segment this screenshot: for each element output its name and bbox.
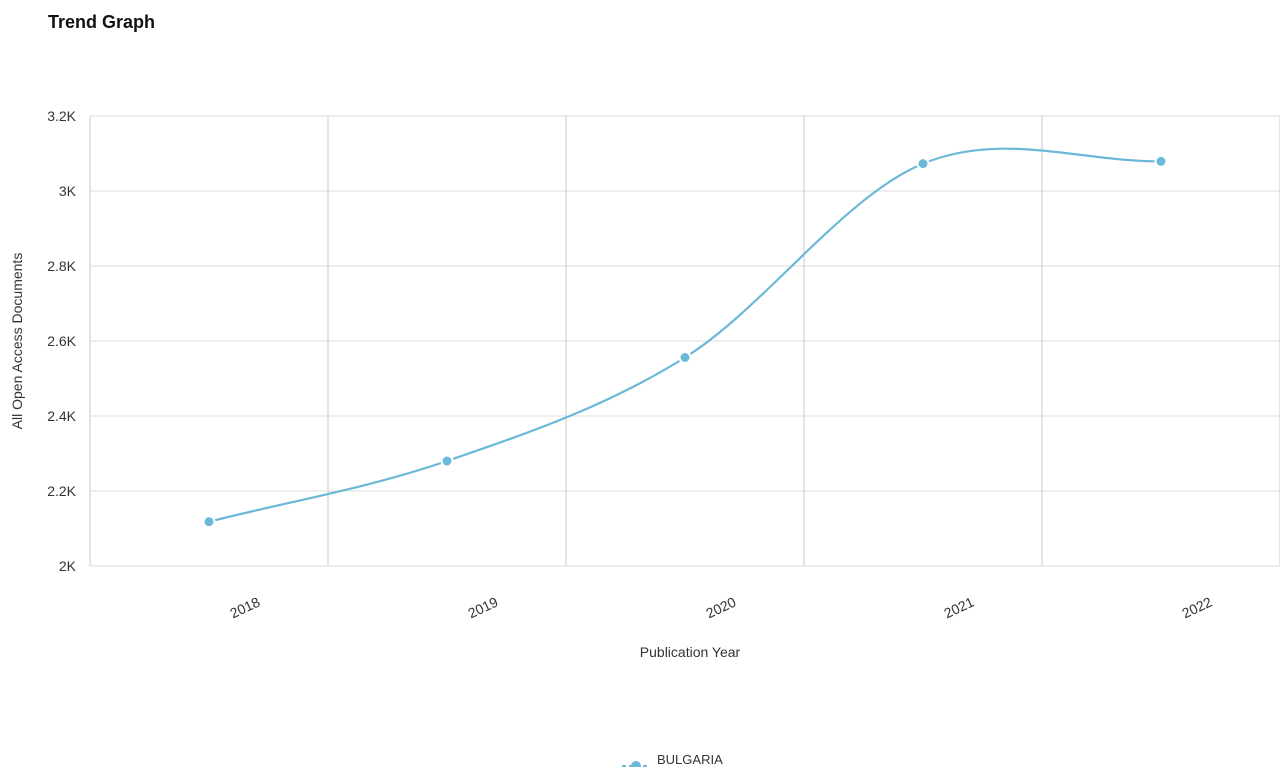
y-tick-label: 3K [59, 183, 77, 199]
legend-label[interactable]: BULGARIA [657, 752, 723, 767]
data-point[interactable] [916, 157, 930, 171]
axes-layer: 2K 2.2K 2.4K 2.6K 2.8K 3K 3.2K 2018 2019 2020 2021… [47, 108, 1214, 621]
y-tick-label: 2.2K [47, 483, 76, 499]
x-tick-label: 2020 [703, 594, 738, 622]
x-tick-label: 2022 [1179, 594, 1214, 622]
legend-marker-icon [631, 761, 641, 767]
x-tick-label: 2019 [465, 594, 500, 622]
data-point[interactable] [202, 515, 216, 529]
labels-layer: All Open Access Documents Publication Ye… [9, 253, 741, 660]
x-tick-label: 2021 [941, 594, 976, 622]
y-tick-label: 2K [59, 558, 77, 574]
y-tick-label: 2.6K [47, 333, 76, 349]
series-line [208, 147, 1162, 523]
data-point[interactable] [1154, 154, 1168, 168]
data-point[interactable] [440, 454, 454, 468]
chart-title: Trend Graph [48, 12, 156, 32]
grid-layer [89, 115, 1280, 567]
y-tick-label: 2.8K [47, 258, 76, 274]
x-axis-label: Publication Year [640, 644, 741, 660]
y-tick-label: 2.4K [47, 408, 76, 424]
series-layer [202, 147, 1168, 529]
y-axis-label: All Open Access Documents [9, 253, 25, 430]
x-tick-label: 2018 [227, 594, 262, 622]
legend[interactable]: BULGARIA [622, 752, 723, 767]
data-point[interactable] [678, 351, 692, 364]
y-tick-label: 3.2K [47, 108, 76, 124]
